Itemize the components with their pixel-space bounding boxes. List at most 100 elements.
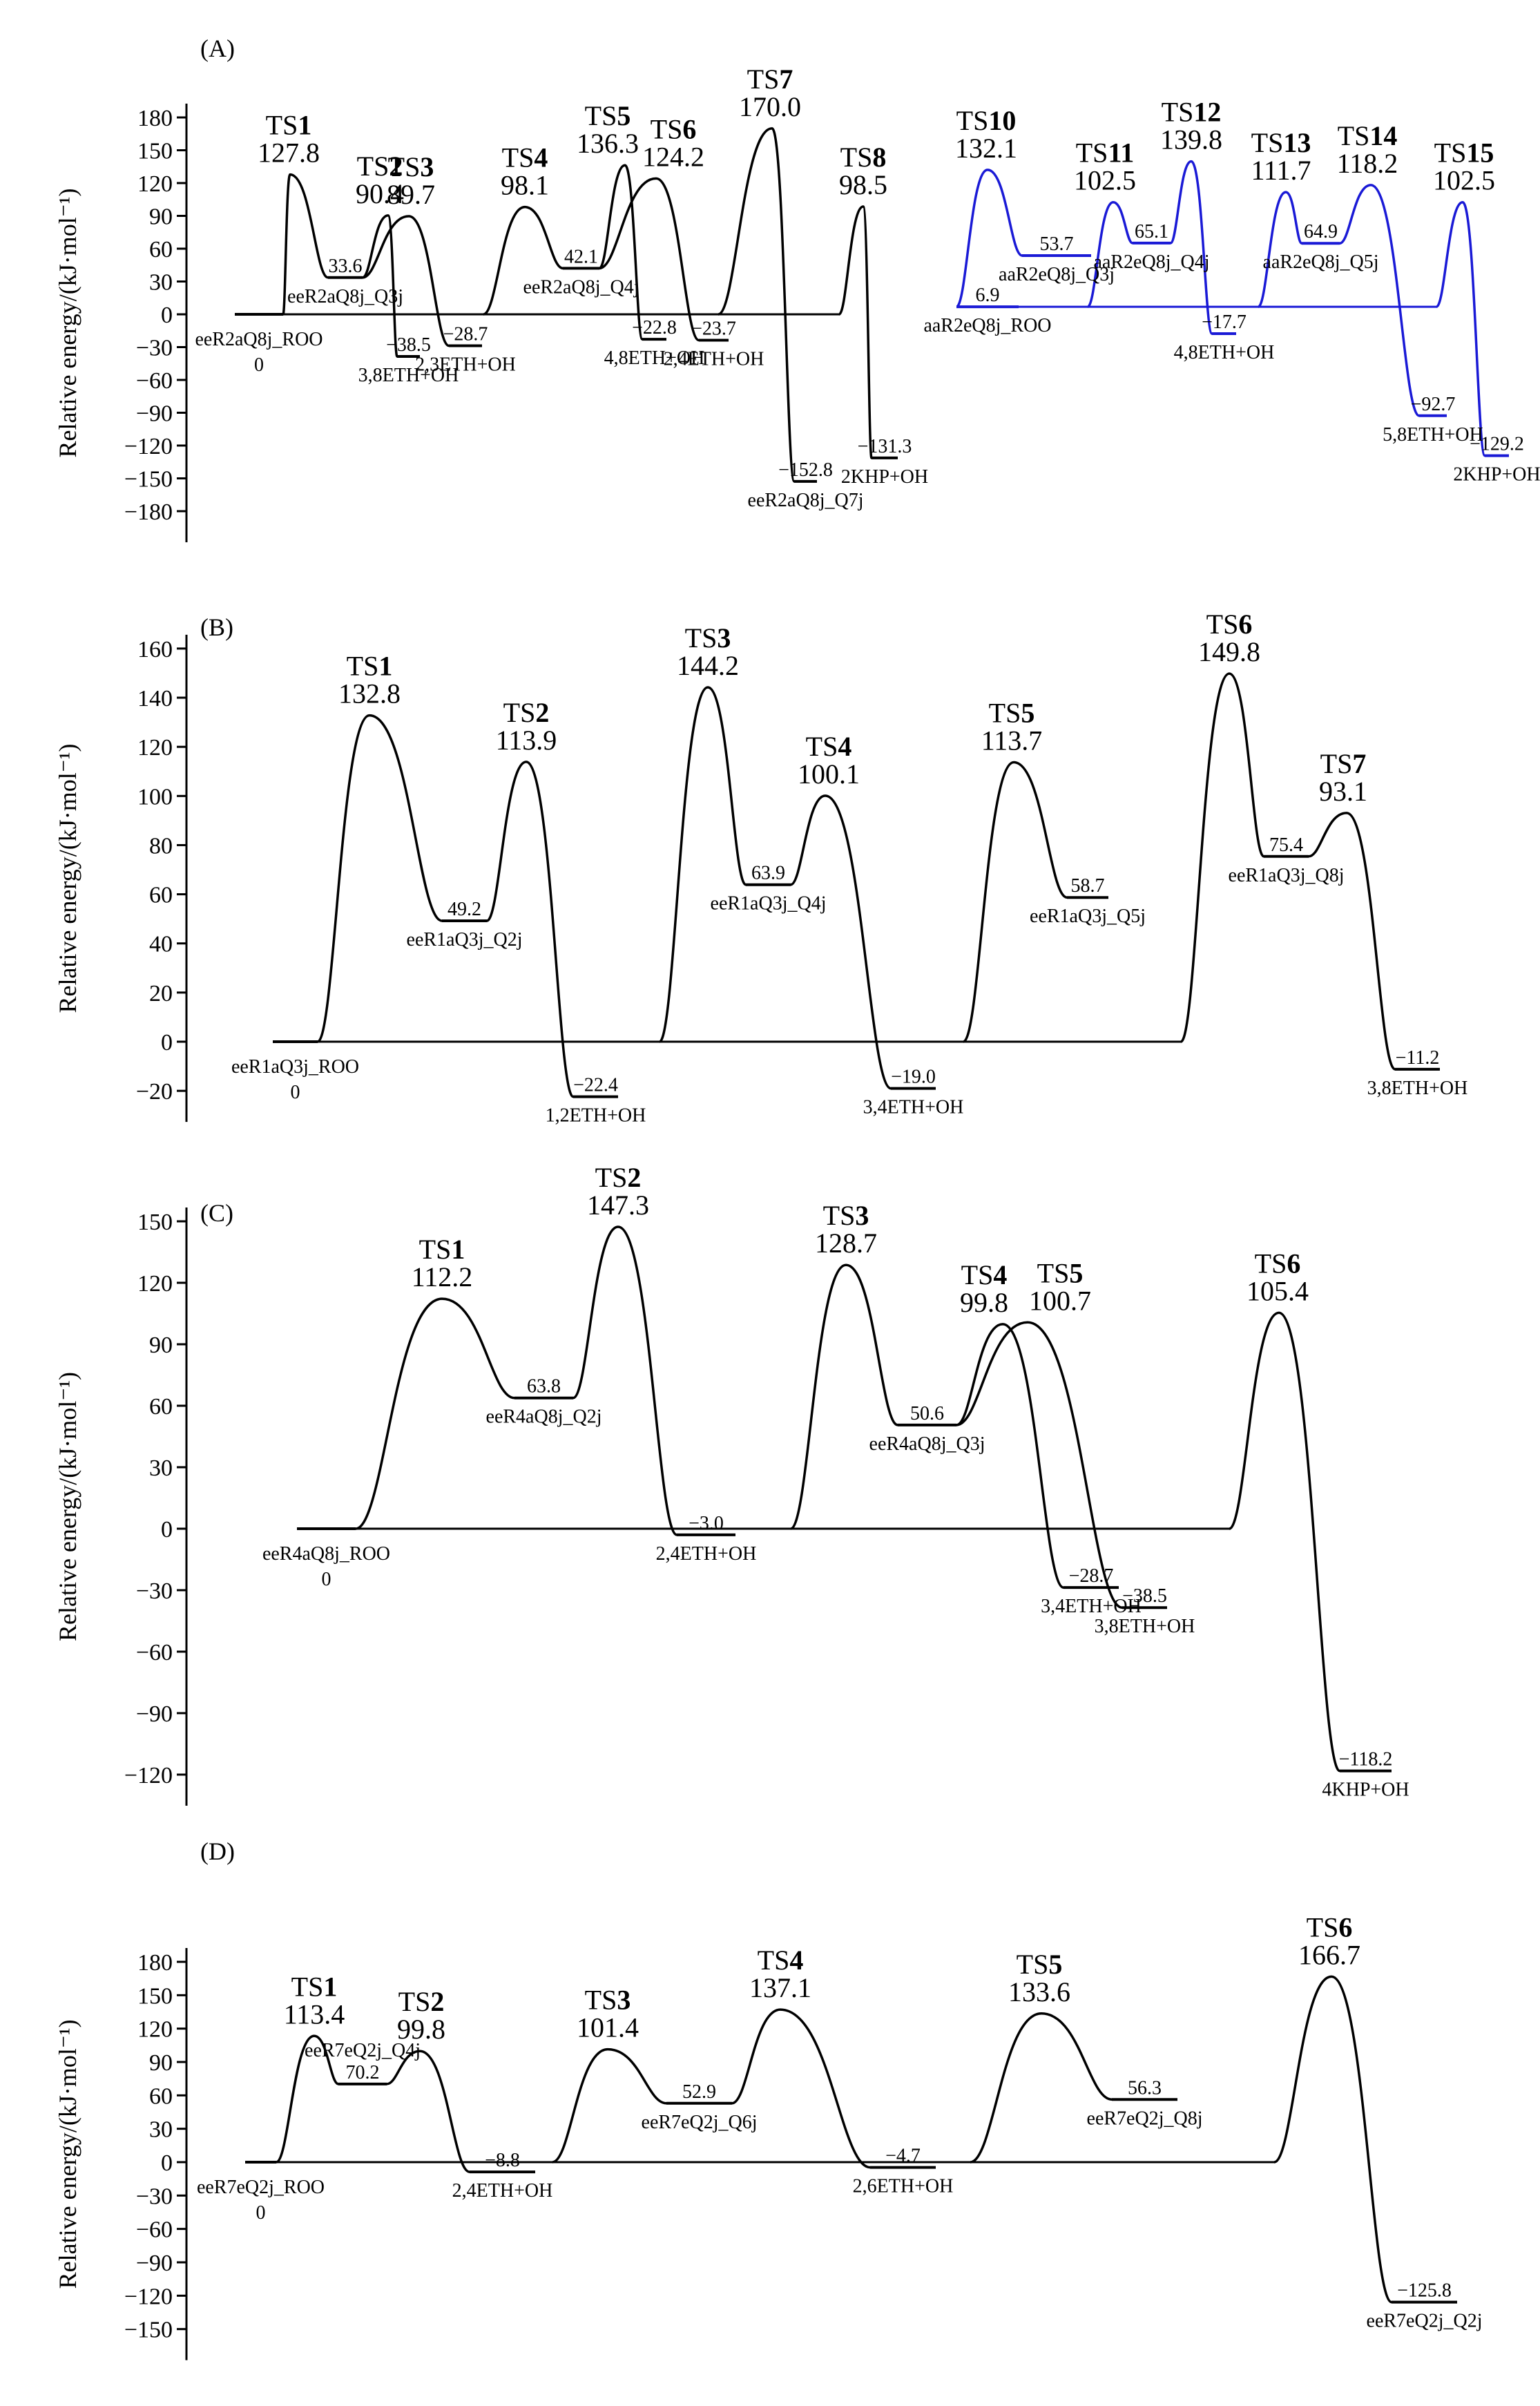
y-tick-label: 40 [149, 932, 173, 957]
species-energy: −129.2 [1470, 434, 1524, 455]
ts-label: TS2 [398, 1986, 445, 2017]
ts-energy: 132.8 [338, 678, 401, 709]
species-energy: −22.4 [573, 1075, 618, 1096]
y-tick-label: −90 [136, 1701, 173, 1727]
species-energy: 70.2 [346, 2062, 380, 2083]
species-name: 2,6ETH+OH [853, 2176, 954, 2197]
panel-b: 160 140 120 100 80 60 40 20 0 −20 Relative energy/… [54, 609, 1467, 1127]
species-name: 5,8ETH+OH [1383, 424, 1483, 446]
ts-label: TS3 [388, 151, 434, 182]
y-axis-label: Relative energy/(kJ·mol⁻¹) [54, 188, 81, 457]
ts-label: TS5 [1037, 1257, 1084, 1288]
ts-label: TS10 [956, 105, 1017, 136]
ts-label: TS5 [989, 698, 1035, 729]
species-energy: 49.2 [447, 899, 481, 920]
species-energy: −11.2 [1396, 1047, 1440, 1069]
ts-energy: 139.8 [1160, 124, 1222, 155]
species-name: eeR1aQ3j_Q8j [1229, 865, 1345, 886]
species-energy: 33.6 [329, 256, 363, 277]
ts-label: TS3 [685, 622, 731, 653]
reaction-path-curve [362, 214, 398, 358]
ts-energy: 113.4 [284, 1998, 345, 2030]
ts-energy: 89.7 [387, 179, 435, 210]
y-tick-label: 90 [149, 204, 173, 230]
species-energy: −28.7 [443, 323, 488, 345]
species-energy: 65.1 [1135, 221, 1168, 242]
species-name: 3,4ETH+OH [863, 1097, 964, 1118]
species-name: 4,8ETH+OH [1174, 342, 1275, 363]
species-energy: 58.7 [1071, 875, 1105, 897]
reaction-path-curve [355, 1297, 515, 1530]
species-name: 1,2ETH+OH [546, 1105, 646, 1127]
species-name: aaR2eQ8j_ROO [923, 315, 1051, 336]
ts-label: TS1 [266, 110, 312, 141]
reaction-path-curve [1180, 672, 1265, 1043]
reaction-path-curve [1435, 200, 1486, 457]
y-tick-label: 150 [137, 1210, 173, 1235]
ts-label: TS6 [1307, 1911, 1353, 1942]
y-tick-label: 120 [137, 735, 173, 761]
panel-tag: (B) [200, 613, 233, 641]
ts-energy: 132.1 [955, 133, 1017, 164]
ts-label: TS13 [1251, 127, 1311, 158]
ts-energy: 100.1 [798, 758, 860, 790]
panel-d: 180 150 120 90 60 30 0 −30 −60 −90 −120 −150 Relativ… [54, 1837, 1482, 2360]
ts-label: TS2 [357, 151, 403, 182]
ts-energy: 133.6 [1008, 1976, 1070, 2007]
reaction-path-curve [790, 1263, 898, 1530]
species-energy: −131.3 [858, 436, 912, 457]
species-name: 4,8ETH+OH [604, 347, 705, 369]
species-energy: −125.8 [1397, 2280, 1452, 2302]
reaction-path-curve [838, 205, 873, 459]
y-tick-label: 120 [137, 171, 173, 197]
ts-energy: 100.7 [1029, 1285, 1091, 1316]
y-tick-label: 150 [137, 139, 173, 164]
y-tick-label: −150 [124, 2318, 173, 2343]
ts-label: TS6 [1206, 609, 1253, 640]
reaction-path-curve [970, 2012, 1113, 2164]
species-energy: 42.1 [564, 246, 598, 267]
species-energy: 64.9 [1304, 221, 1338, 242]
y-tick-label: 0 [161, 1517, 173, 1543]
species-energy: 52.9 [682, 2081, 716, 2103]
y-tick-label: 150 [137, 1983, 173, 2009]
y-axis-label: Relative energy/(kJ·mol⁻¹) [54, 743, 81, 1013]
reaction-path-curve [1308, 812, 1396, 1071]
ts-label: TS1 [291, 1971, 338, 2002]
ts-energy: 113.7 [981, 725, 1043, 756]
species-name: 2,4ETH+OH [664, 349, 764, 370]
y-tick-label: −30 [136, 336, 173, 361]
y-tick-label: 60 [149, 883, 173, 908]
reaction-path-curve [599, 177, 700, 342]
reaction-path-curve [731, 2008, 871, 2169]
reaction-path-curve [718, 127, 796, 483]
y-tick-label: −60 [136, 1640, 173, 1665]
species-name: aaR2eQ8j_Q3j [999, 264, 1115, 285]
species-energy: −92.7 [1411, 394, 1456, 415]
ts-label: TS4 [806, 731, 852, 762]
y-tick-label: −30 [136, 2184, 173, 2209]
ts-energy: 147.3 [587, 1190, 649, 1221]
reaction-path-curve [956, 1323, 1064, 1589]
y-tick-label: −90 [136, 401, 173, 427]
y-tick-label: −120 [124, 434, 173, 459]
ts-label: TS11 [1076, 137, 1134, 169]
ts-label: TS15 [1434, 137, 1494, 169]
y-tick-label: 80 [149, 833, 173, 859]
y-tick-label: 30 [149, 2117, 173, 2143]
ts-energy: 127.8 [258, 137, 320, 169]
species-name: aaR2eQ8j_Q4j [1094, 251, 1210, 273]
ts-energy: 112.2 [412, 1261, 473, 1292]
ts-label: TS6 [1255, 1248, 1301, 1279]
species-energy: −118.2 [1339, 1749, 1393, 1770]
species-name: eeR2aQ8j_ROO [195, 329, 323, 350]
species-name: 2,4ETH+OH [656, 1543, 757, 1565]
ts-energy: 166.7 [1298, 1939, 1360, 1970]
species-name: eeR4aQ8j_Q3j [869, 1433, 985, 1455]
ts-label: TS3 [823, 1200, 869, 1231]
species-name: eeR2aQ8j_Q4j [523, 276, 639, 298]
ts-energy: 111.7 [1251, 155, 1311, 186]
species-name: eeR2aQ8j_Q7j [748, 490, 864, 511]
species-energy: 63.8 [527, 1376, 561, 1397]
species-energy: −22.8 [632, 317, 677, 338]
